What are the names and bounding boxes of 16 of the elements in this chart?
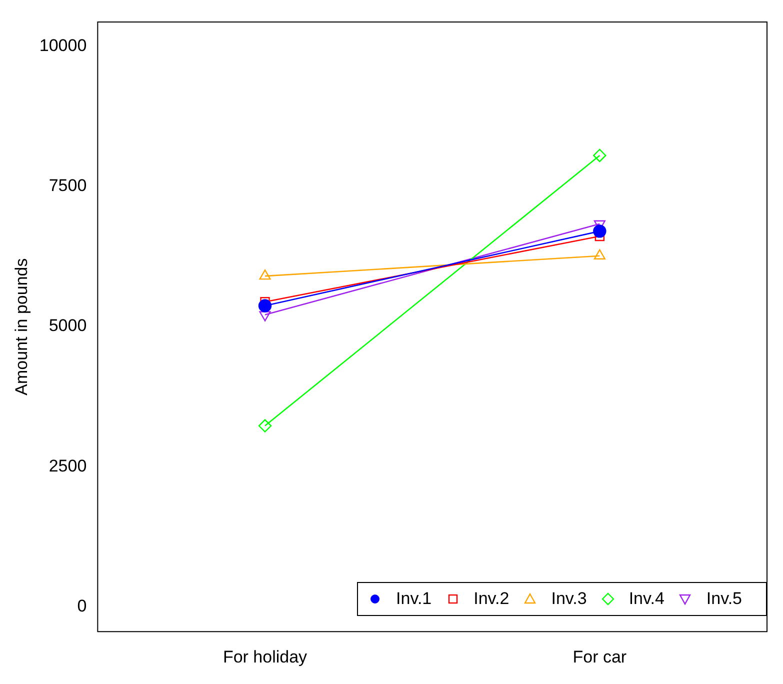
legend-label: Inv.5 (705, 589, 742, 609)
y-tick-label: 10000 (39, 36, 87, 55)
point (258, 419, 272, 432)
x-tick-label: For car (572, 647, 627, 666)
point (258, 299, 272, 312)
legend-label: Inv.1 (395, 589, 432, 609)
legend-label: Inv.2 (472, 589, 510, 609)
legend-label: Inv.3 (550, 589, 587, 609)
x-tick-label: For holiday (222, 647, 308, 666)
y-axis-title: Amount in pounds (12, 258, 31, 396)
legend-label: Inv.4 (628, 589, 664, 609)
y-tick-label: 2500 (48, 456, 87, 476)
y-tick-label: 5000 (48, 316, 87, 336)
y-tick-label: 0 (77, 596, 87, 616)
y-tick-label: 7500 (48, 176, 87, 196)
point (593, 148, 606, 162)
